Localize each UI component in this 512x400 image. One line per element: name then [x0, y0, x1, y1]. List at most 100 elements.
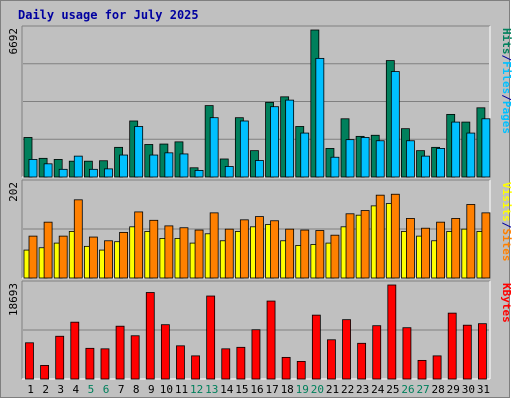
bar-sites-29	[451, 218, 461, 279]
panel-hits-files: 6692	[7, 28, 491, 178]
bar-files-25	[390, 71, 400, 178]
bar-files-5	[88, 168, 98, 178]
x-axis-labels: 1 2 3 4 5 6 7 8 9 10 11 12 13 14 15 16 17 18 19 20 21 22 23 24 2…	[27, 383, 490, 396]
bar-sites-31	[481, 212, 491, 279]
bar-kbytes-14	[221, 348, 231, 380]
day-label: 31	[477, 383, 490, 396]
bar-files-3	[58, 168, 68, 178]
bar-kbytes-31	[478, 323, 487, 380]
ymax-label: 18693	[7, 283, 20, 316]
bar-sites-9	[149, 219, 159, 279]
bar-kbytes-18	[281, 356, 291, 380]
bar-sites-21	[330, 234, 340, 279]
day-label: 26	[401, 383, 414, 396]
bar-files-18	[285, 99, 295, 178]
bar-hits-1	[23, 137, 33, 178]
bar-files-7	[119, 154, 128, 178]
day-label: 16	[250, 383, 263, 396]
bar-sites-4	[73, 199, 83, 279]
bar-files-26	[406, 140, 415, 178]
day-label: 11	[175, 383, 188, 396]
bar-kbytes-21	[327, 339, 336, 380]
day-label: 12	[190, 383, 203, 396]
bar-kbytes-1	[25, 342, 34, 380]
bar-kbytes-5	[85, 347, 95, 380]
day-label: 5	[88, 383, 95, 396]
day-label: 19	[296, 383, 309, 396]
bar-sites-30	[466, 204, 476, 279]
bar-files-1	[28, 159, 38, 178]
bar-sites-27	[421, 227, 430, 279]
bar-files-13	[209, 117, 219, 178]
day-label: 27	[416, 383, 429, 396]
bar-sites-8	[134, 211, 144, 279]
bar-kbytes-10	[160, 324, 170, 380]
bar-kbytes-15	[236, 346, 246, 380]
bar-kbytes-26	[402, 327, 412, 380]
chart-panels: 6692 202 18693	[7, 25, 491, 380]
day-label: 23	[356, 383, 369, 396]
bar-kbytes-7	[115, 325, 125, 380]
legend-hits-files: Hits/Files/Pages	[500, 28, 512, 134]
legend-separator: /	[500, 94, 512, 101]
bar-sites-15	[239, 219, 249, 279]
legend-item-files: Files	[500, 61, 512, 94]
legend-separator: /	[500, 222, 512, 229]
bar-files-4	[73, 155, 83, 178]
bar-sites-20	[315, 230, 325, 279]
legend-separator: /	[500, 55, 512, 62]
bar-files-8	[134, 126, 144, 178]
bar-kbytes-22	[342, 319, 351, 380]
legend-visits-sites: Visits/Sites	[500, 182, 512, 262]
bar-sites-10	[164, 225, 174, 279]
bar-sites-17	[270, 220, 279, 279]
bar-sites-19	[300, 229, 310, 279]
day-label: 13	[205, 383, 218, 396]
day-label: 22	[341, 383, 354, 396]
bar-kbytes-13	[206, 295, 216, 380]
day-label: 8	[133, 383, 140, 396]
legend-kbytes: KBytes	[500, 283, 512, 323]
day-label: 14	[220, 383, 234, 396]
day-label: 10	[160, 383, 173, 396]
bar-sites-13	[209, 212, 219, 279]
bar-sites-22	[345, 213, 355, 279]
bar-hits-3	[53, 159, 63, 178]
bar-kbytes-4	[70, 321, 80, 380]
chart-title: Daily usage for July 2025	[18, 8, 199, 22]
day-label: 3	[57, 383, 64, 396]
bar-sites-18	[285, 228, 295, 279]
bar-sites-26	[406, 218, 415, 279]
bar-sites-28	[436, 221, 446, 279]
bar-files-27	[421, 155, 430, 178]
bar-sites-6	[104, 240, 113, 279]
bar-files-16	[255, 160, 264, 178]
bar-files-20	[315, 57, 325, 178]
bar-sites-23	[360, 210, 370, 279]
bar-kbytes-16	[251, 329, 261, 380]
bar-kbytes-3	[55, 335, 65, 380]
panel-kbytes: 18693	[7, 283, 489, 380]
bar-kbytes-30	[462, 324, 472, 380]
bar-sites-2	[43, 221, 53, 279]
bar-sites-3	[58, 235, 68, 279]
bar-files-19	[300, 132, 310, 178]
bar-sites-5	[88, 236, 98, 279]
legend-item-sites: Sites	[500, 228, 512, 261]
legend-item-hits: Hits	[500, 28, 512, 55]
bar-files-10	[164, 152, 174, 178]
day-label: 25	[386, 383, 399, 396]
day-label: 18	[281, 383, 294, 396]
bar-files-2	[43, 163, 53, 178]
ymax-label: 6692	[7, 28, 20, 55]
legend-item-visits: Visits	[500, 182, 512, 222]
bar-kbytes-29	[447, 312, 457, 380]
bar-files-21	[330, 156, 340, 178]
day-label: 6	[103, 383, 110, 396]
day-label: 17	[265, 383, 278, 396]
ymax-label: 202	[7, 182, 20, 202]
bar-sites-12	[194, 229, 204, 279]
bar-sites-16	[255, 216, 264, 279]
bar-files-17	[270, 106, 279, 178]
bar-kbytes-8	[130, 335, 140, 380]
